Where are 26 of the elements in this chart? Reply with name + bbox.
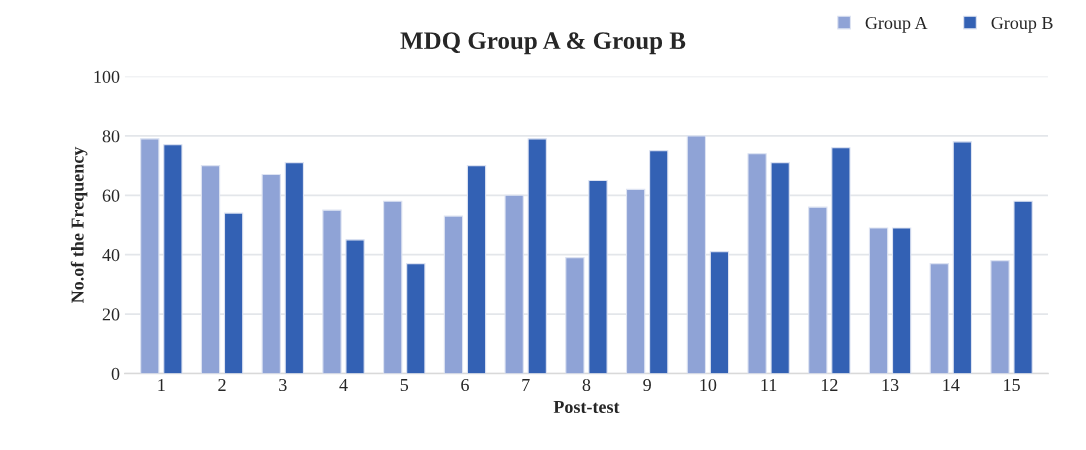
y-axis-title: No.of the Frequency [70, 146, 88, 303]
chart-title: MDQ Group A & Group B [400, 32, 686, 55]
x-tick-label: 3 [279, 378, 287, 392]
x-tick-label: 13 [882, 378, 899, 392]
x-tick-label: 11 [761, 378, 777, 391]
y-tick-label: 80 [102, 130, 120, 143]
x-tick-label: 10 [700, 378, 717, 392]
x-tick-label: 5 [400, 379, 409, 392]
x-tick-label: 6 [461, 378, 469, 392]
legend-label: Group A [865, 16, 928, 33]
x-tick-label: 7 [522, 379, 530, 391]
y-tick-label: 40 [102, 248, 120, 262]
y-tick-label: 60 [102, 189, 120, 202]
x-tick-label: 12 [821, 378, 838, 391]
y-tick-label: 100 [94, 70, 120, 83]
x-tick-label: 15 [1004, 378, 1020, 392]
y-tick-label: 0 [111, 367, 120, 380]
x-tick-label: 14 [943, 378, 960, 391]
x-tick-label: 8 [582, 378, 591, 392]
x-tick-label: 9 [643, 378, 651, 392]
y-tick-label: 20 [102, 308, 120, 321]
x-tick-label: 1 [158, 378, 165, 391]
x-tick-label: 2 [218, 378, 226, 391]
x-axis-title: Post-test [553, 401, 620, 413]
x-tick-label: 4 [339, 379, 348, 391]
legend-label: Group B [991, 16, 1053, 33]
